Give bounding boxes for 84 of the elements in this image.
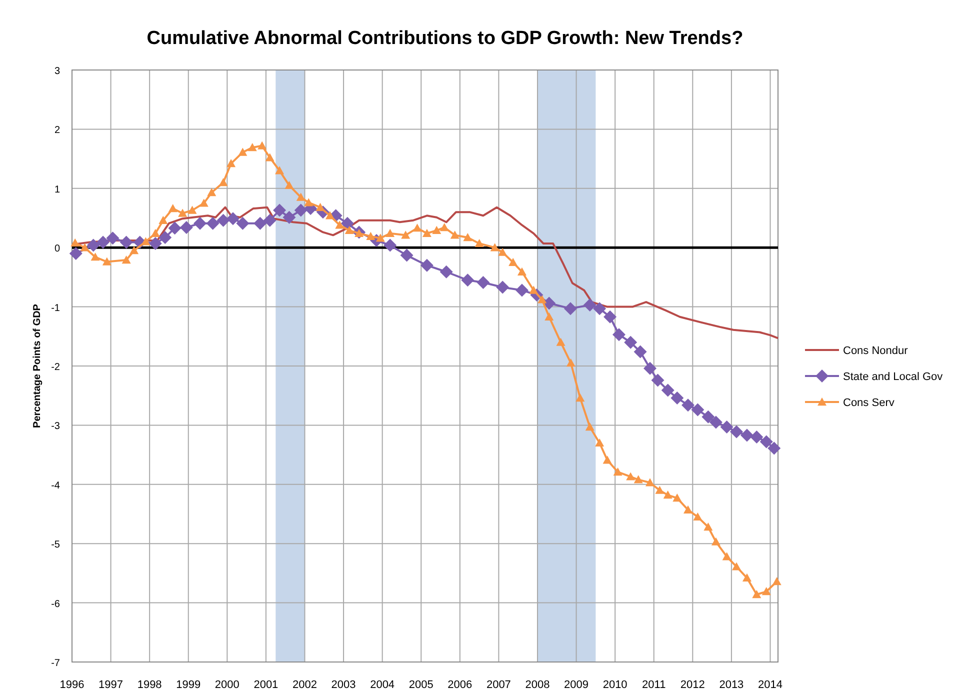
point — [768, 442, 781, 455]
point — [624, 336, 638, 349]
point — [120, 236, 133, 249]
x-tick-label: 2005 — [408, 679, 434, 691]
x-tick-label: 2009 — [564, 679, 589, 691]
point — [226, 212, 240, 226]
y-tick-label: 3 — [54, 66, 60, 77]
x-tick-label: 2002 — [292, 679, 317, 691]
legend-label: State and Local Gov — [843, 371, 944, 383]
x-tick-label: 1997 — [98, 679, 124, 691]
x-tick-label: 2004 — [370, 679, 395, 691]
point — [282, 210, 296, 224]
x-tick-label: 2000 — [214, 679, 240, 691]
point — [515, 284, 528, 297]
y-tick-label: -2 — [51, 362, 60, 373]
x-tick-label: 2001 — [254, 679, 278, 691]
point — [340, 216, 354, 230]
point — [273, 204, 286, 217]
point — [661, 384, 674, 397]
y-tick-label: -3 — [51, 421, 60, 432]
point — [263, 214, 276, 227]
point — [420, 258, 434, 272]
point — [612, 328, 626, 342]
y-tick-label: -6 — [51, 598, 60, 610]
point — [194, 216, 207, 230]
x-tick-label: 2006 — [448, 679, 472, 691]
point — [564, 302, 577, 316]
point — [709, 416, 722, 429]
y-tick-label: -4 — [51, 480, 60, 492]
point — [180, 220, 193, 234]
legend-label: Cons Nondur — [843, 345, 908, 357]
point — [634, 345, 647, 358]
point — [496, 280, 510, 294]
point — [69, 247, 82, 260]
point — [760, 435, 773, 448]
point — [440, 265, 453, 278]
y-axis-title: Percentage Points of GDP — [32, 304, 43, 428]
point — [740, 428, 754, 442]
point — [400, 248, 414, 262]
point — [593, 302, 606, 316]
y-tick-label: -1 — [51, 302, 60, 314]
point — [96, 236, 110, 249]
point — [236, 216, 250, 230]
point — [206, 216, 220, 230]
y-tick-label: 1 — [54, 184, 60, 196]
point — [682, 398, 695, 412]
point — [643, 362, 656, 375]
point — [651, 374, 664, 387]
point — [604, 310, 617, 324]
point — [148, 236, 162, 250]
point — [158, 231, 172, 244]
legend-label: Cons Serv — [843, 397, 895, 409]
y-tick-label: 2 — [54, 125, 60, 136]
point — [720, 420, 734, 434]
point — [670, 391, 684, 404]
x-tick-label: 1998 — [137, 679, 162, 691]
point — [254, 216, 267, 230]
point — [168, 222, 182, 235]
x-tick-label: 1999 — [176, 679, 201, 691]
point — [384, 238, 397, 252]
point — [461, 274, 474, 287]
point — [730, 425, 743, 438]
y-tick-label: -7 — [51, 658, 60, 669]
x-tick-label: 2010 — [602, 679, 628, 691]
point — [294, 204, 308, 217]
y-tick-label: -5 — [51, 540, 60, 551]
x-tick-label: 2003 — [331, 679, 356, 691]
x-tick-label: 2013 — [719, 679, 744, 691]
x-tick-label: 2012 — [680, 679, 705, 691]
point — [702, 410, 715, 424]
x-tick-label: 1996 — [60, 679, 84, 691]
point — [86, 238, 100, 252]
x-tick-label: 2014 — [758, 679, 782, 691]
y-tick-label: 0 — [54, 244, 60, 255]
x-tick-label: 2011 — [642, 679, 666, 691]
chart-title: Cumulative Abnormal Contributions to GDP Growth: New Trends? — [146, 28, 744, 49]
x-tick-label: 2008 — [525, 679, 550, 691]
point — [750, 430, 764, 444]
point — [476, 276, 490, 290]
point — [106, 232, 120, 245]
point — [583, 298, 596, 312]
x-tick-label: 2007 — [486, 679, 511, 691]
point — [216, 214, 230, 227]
point — [691, 403, 704, 416]
